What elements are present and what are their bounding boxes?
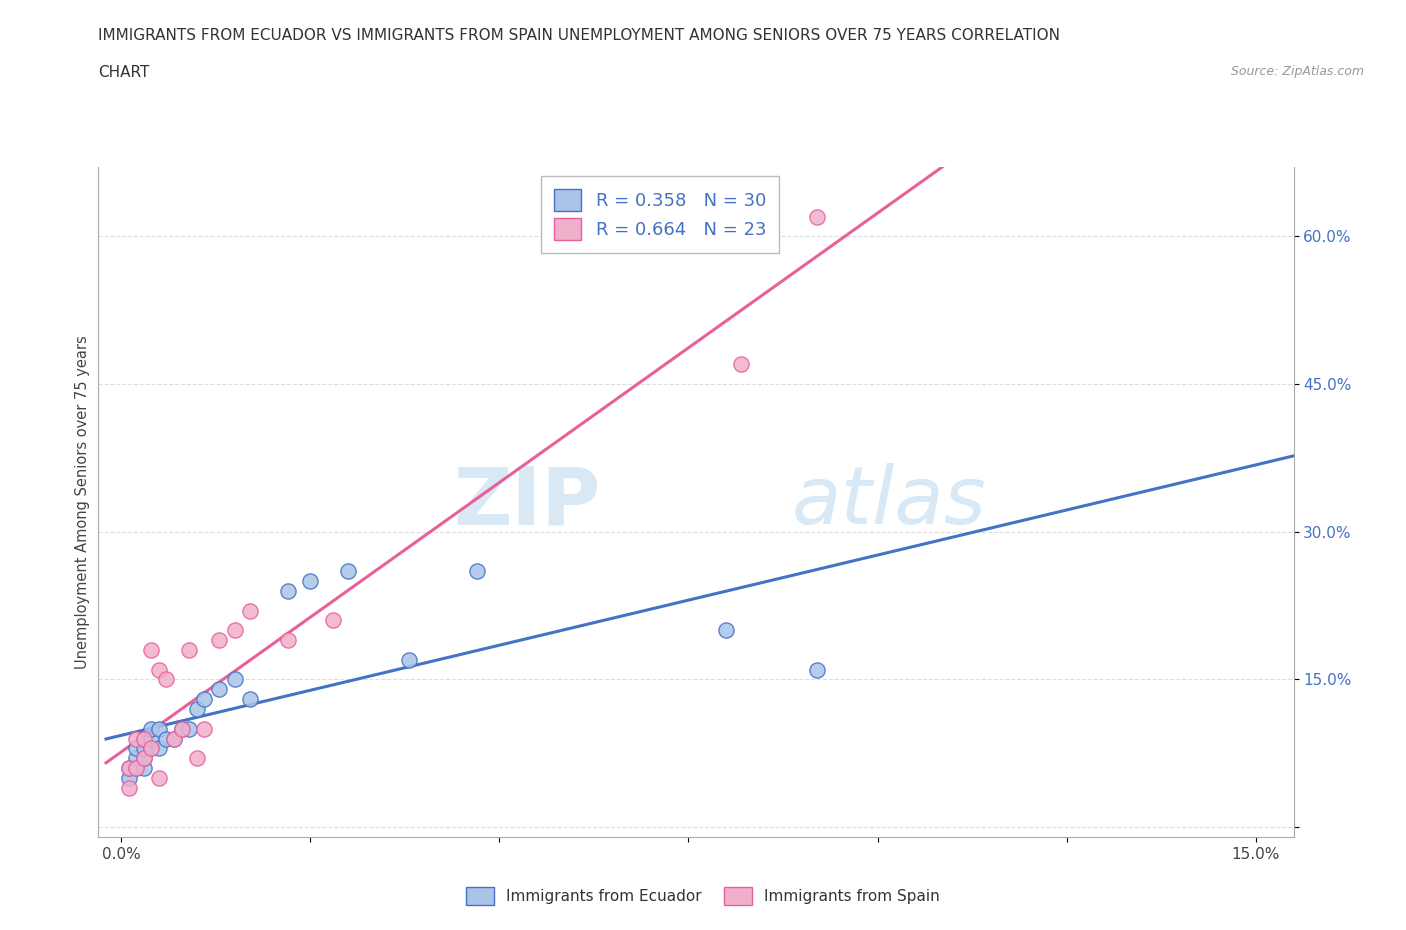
Point: [179, 722, 201, 737]
Point: [208, 682, 231, 697]
Point: [224, 672, 246, 687]
Point: [155, 672, 177, 687]
Point: [193, 692, 215, 707]
Point: [125, 761, 148, 776]
Point: [337, 564, 360, 578]
Point: [118, 780, 141, 795]
Point: [132, 751, 155, 765]
Text: atlas: atlas: [792, 463, 987, 541]
Point: [141, 722, 163, 737]
Point: [132, 731, 155, 746]
Point: [208, 632, 231, 647]
Point: [186, 701, 208, 716]
Point: [132, 741, 155, 756]
Point: [132, 751, 155, 765]
Point: [730, 357, 752, 372]
Point: [148, 662, 170, 677]
Text: Source: ZipAtlas.com: Source: ZipAtlas.com: [1230, 65, 1364, 78]
Point: [170, 722, 193, 737]
Point: [125, 741, 148, 756]
Point: [132, 731, 155, 746]
Point: [141, 731, 163, 746]
Point: [118, 761, 141, 776]
Point: [276, 583, 298, 598]
Point: [186, 751, 208, 765]
Point: [179, 643, 201, 658]
Point: [806, 662, 828, 677]
Text: CHART: CHART: [98, 65, 150, 80]
Legend: Immigrants from Ecuador, Immigrants from Spain: Immigrants from Ecuador, Immigrants from…: [458, 879, 948, 913]
Text: IMMIGRANTS FROM ECUADOR VS IMMIGRANTS FROM SPAIN UNEMPLOYMENT AMONG SENIORS OVER: IMMIGRANTS FROM ECUADOR VS IMMIGRANTS FR…: [98, 28, 1060, 43]
Point: [224, 623, 246, 638]
Point: [125, 731, 148, 746]
Point: [118, 761, 141, 776]
Point: [125, 761, 148, 776]
Point: [132, 761, 155, 776]
Point: [465, 564, 488, 578]
Point: [141, 741, 163, 756]
Point: [148, 770, 170, 785]
Legend: R = 0.358   N = 30, R = 0.664   N = 23: R = 0.358 N = 30, R = 0.664 N = 23: [541, 177, 779, 253]
Point: [322, 613, 344, 628]
Point: [141, 643, 163, 658]
Text: ZIP: ZIP: [453, 463, 600, 541]
Point: [276, 632, 298, 647]
Point: [239, 603, 262, 618]
Point: [163, 731, 186, 746]
Point: [299, 574, 322, 589]
Point: [806, 209, 828, 224]
Point: [163, 731, 186, 746]
Point: [716, 623, 738, 638]
Point: [193, 722, 215, 737]
Point: [118, 770, 141, 785]
Point: [148, 722, 170, 737]
Point: [141, 741, 163, 756]
Point: [170, 722, 193, 737]
Point: [148, 741, 170, 756]
Point: [398, 652, 420, 667]
Y-axis label: Unemployment Among Seniors over 75 years: Unemployment Among Seniors over 75 years: [75, 336, 90, 669]
Point: [125, 751, 148, 765]
Point: [155, 731, 177, 746]
Point: [239, 692, 262, 707]
